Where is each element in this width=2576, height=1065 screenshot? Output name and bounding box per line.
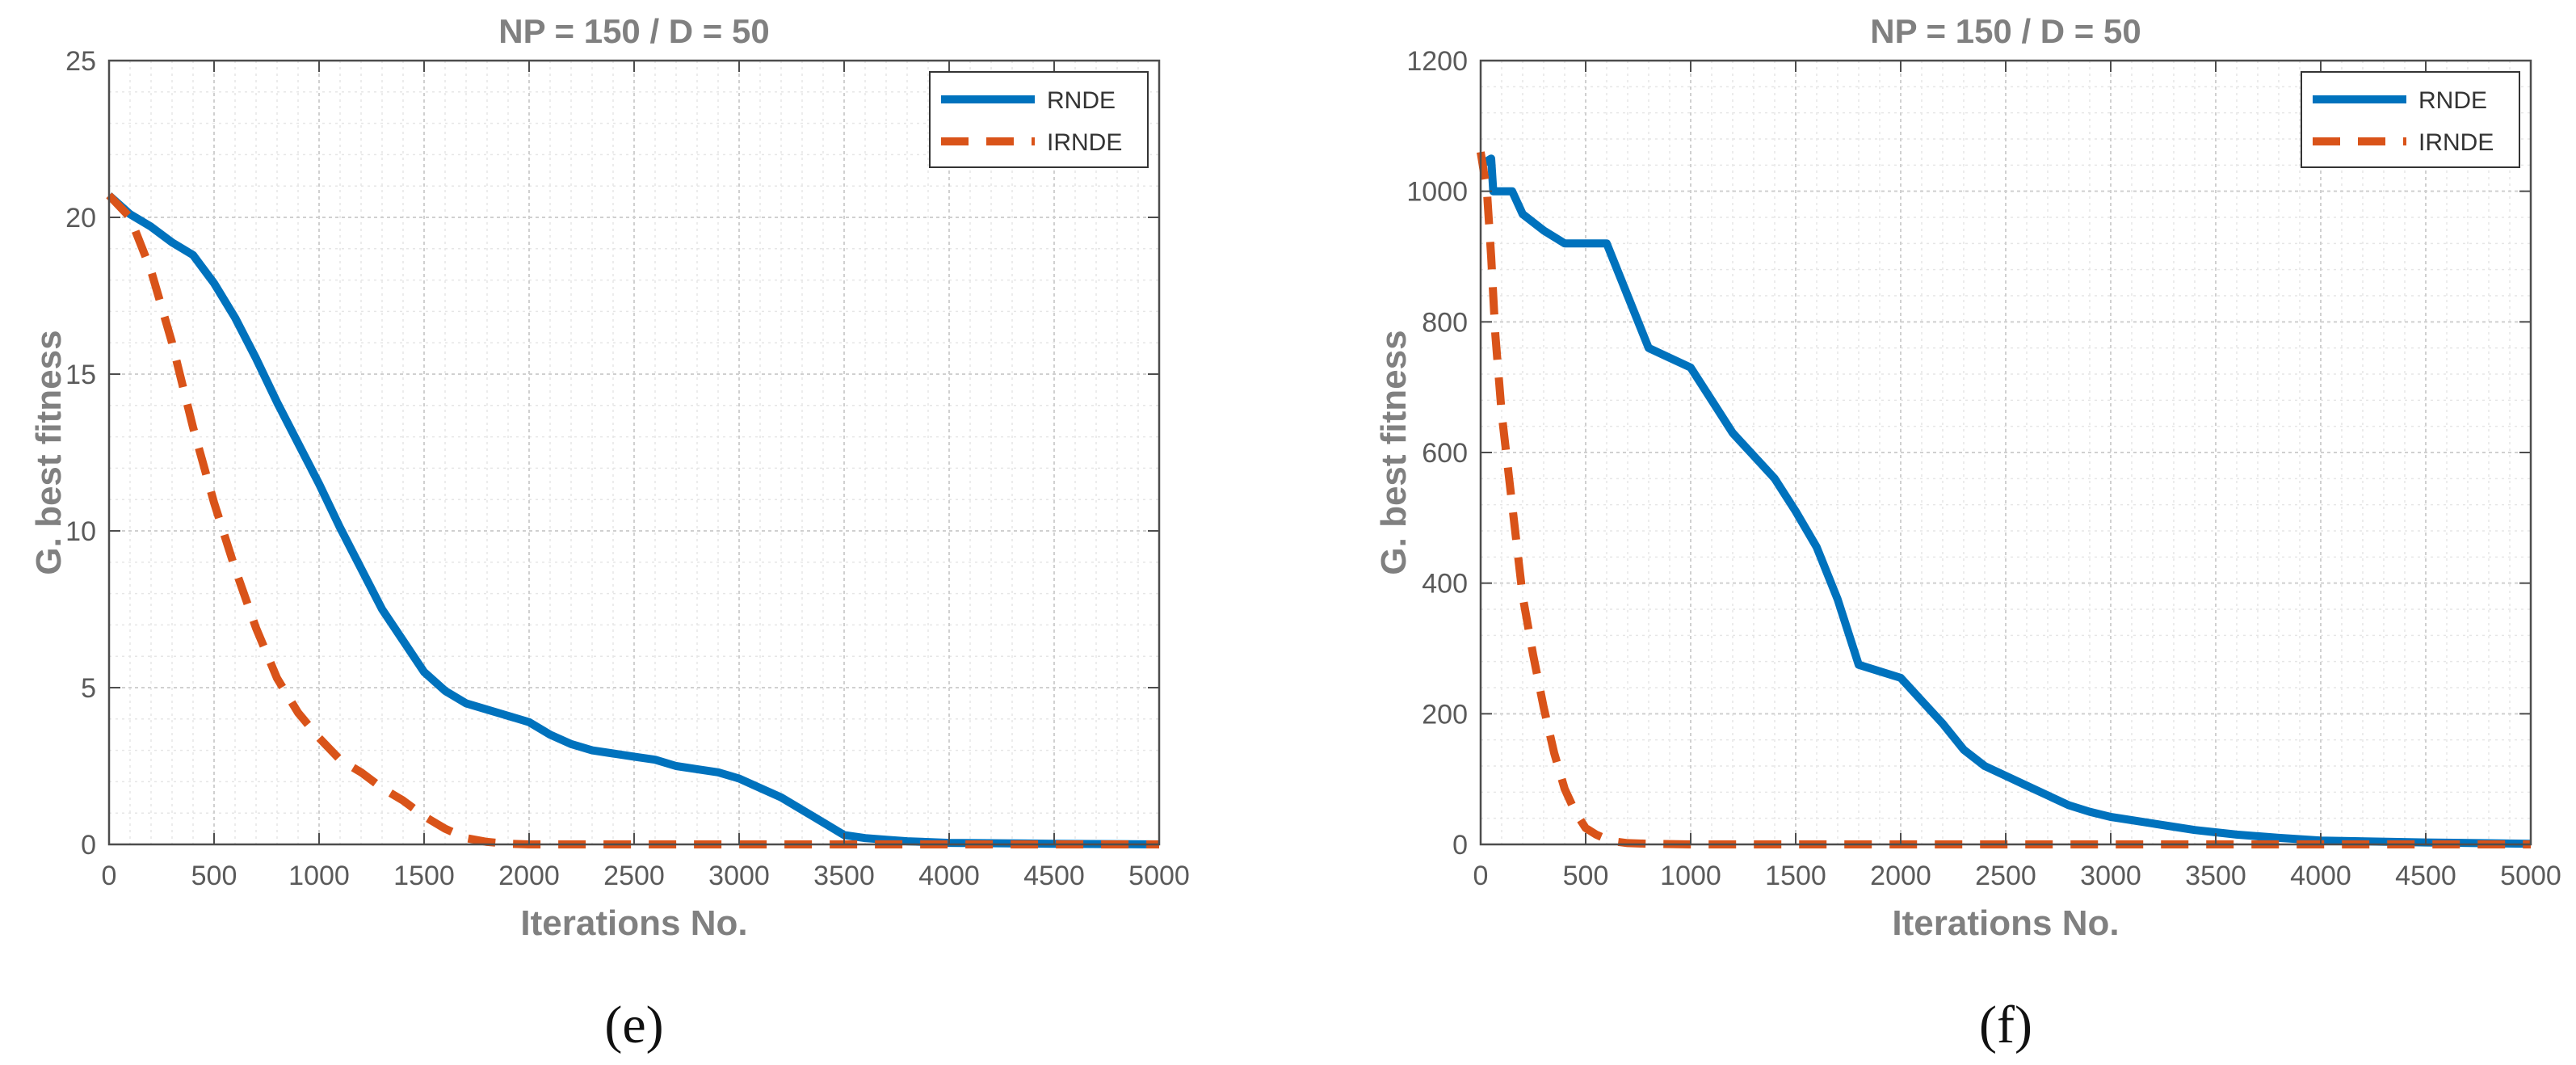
chart-2-x-axis-label: Iterations No. xyxy=(1892,903,2119,943)
chart-2-x-tick-label: 1500 xyxy=(1765,861,1826,891)
chart-2-y-tick-label: 1000 xyxy=(1406,177,1468,208)
chart-1-y-tick-label: 15 xyxy=(65,360,96,390)
chart-2-x-tick-label: 3000 xyxy=(2080,861,2141,891)
chart-1-x-tick-label: 3000 xyxy=(708,861,770,891)
chart-2-y-tick-label: 0 xyxy=(1452,830,1468,861)
chart-2-y-tick-label: 200 xyxy=(1422,699,1468,730)
chart-1: 0 500 1000 1500 2000 2500 3000 3500 4000 4500 5000… xyxy=(29,12,1190,1054)
chart-2-x-tick-label: 2000 xyxy=(1870,861,1931,891)
chart-1-x-tick-label: 1500 xyxy=(393,861,455,891)
chart-1-y-tick-label: 10 xyxy=(65,516,96,547)
chart-1-series-rnde-line xyxy=(106,192,1160,848)
chart-1-x-axis-label: Iterations No. xyxy=(520,903,747,943)
chart-1-y-tick-label: 0 xyxy=(81,830,96,861)
chart-1-y-tick-label: 25 xyxy=(65,46,96,77)
chart-2-x-tick-label: 4500 xyxy=(2395,861,2456,891)
chart-1-x-tick-label: 500 xyxy=(191,861,237,891)
chart-2-x-tick-label: 4000 xyxy=(2290,861,2351,891)
chart-2-legend: RNDE IRNDE xyxy=(2301,71,2520,168)
chart-2-series-rnde-line xyxy=(1478,154,2532,848)
chart-2-legend-box xyxy=(2301,71,2520,168)
chart-2-y-tick-label: 1200 xyxy=(1406,46,1468,77)
chart-2-x-tick-label: 3500 xyxy=(2185,861,2246,891)
chart-1-x-tick-label: 3500 xyxy=(813,861,875,891)
chart-2: 0 500 1000 1500 2000 2500 3000 3500 4000 4500 5000… xyxy=(1374,12,2561,1054)
chart-2-legend-label-irnde: IRNDE xyxy=(2418,129,2494,156)
chart-1-legend: RNDE IRNDE xyxy=(929,71,1149,168)
chart-1-legend-box xyxy=(929,71,1149,168)
chart-1-y-axis-label: G. best fitness xyxy=(29,330,69,575)
chart-2-x-tick-label: 2500 xyxy=(1975,861,2036,891)
chart-1-y-tick-label: 5 xyxy=(81,673,96,704)
chart-1-x-tick-label: 4500 xyxy=(1023,861,1085,891)
chart-1-x-tick-label: 2000 xyxy=(498,861,560,891)
chart-2-title: NP = 150 / D = 50 xyxy=(1870,12,2141,50)
chart-1-x-tick-label: 1000 xyxy=(288,861,350,891)
chart-1-y-tick-label: 20 xyxy=(65,203,96,234)
chart-2-x-tick-label: 0 xyxy=(1473,861,1489,891)
chart-1-legend-label-irnde: IRNDE xyxy=(1047,129,1122,156)
chart-1-legend-label-rnde: RNDE xyxy=(1047,87,1116,114)
chart-2-x-tick-label: 5000 xyxy=(2500,861,2561,891)
chart-2-legend-label-rnde: RNDE xyxy=(2418,87,2487,114)
chart-1-x-tick-label: 4000 xyxy=(918,861,980,891)
chart-2-y-tick-label: 800 xyxy=(1422,307,1468,338)
chart-1-x-tick-label: 2500 xyxy=(603,861,665,891)
chart-1-caption: (e) xyxy=(604,996,663,1054)
chart-1-x-tick-label: 5000 xyxy=(1128,861,1190,891)
chart-2-x-tick-label: 1000 xyxy=(1660,861,1721,891)
chart-2-y-axis-label: G. best fitness xyxy=(1374,330,1414,575)
chart-2-y-tick-label: 400 xyxy=(1422,569,1468,600)
chart-2-caption: (f) xyxy=(1979,996,2032,1054)
chart-2-x-tick-label: 500 xyxy=(1563,861,1609,891)
chart-2-y-tick-label: 600 xyxy=(1422,438,1468,469)
chart-1-title: NP = 150 / D = 50 xyxy=(498,12,769,50)
chart-1-x-tick-label: 0 xyxy=(102,861,117,891)
